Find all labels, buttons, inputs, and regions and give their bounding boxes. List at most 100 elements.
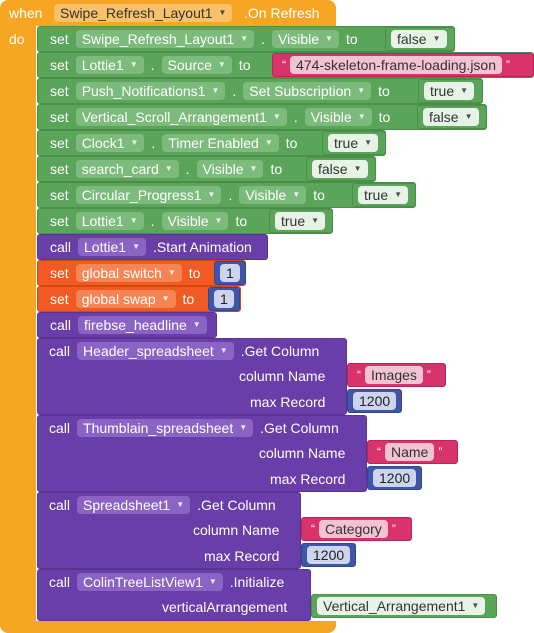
component-dropdown[interactable]: Push_Notifications1 ▼ bbox=[75, 82, 226, 100]
property-dropdown[interactable]: Visible ▼ bbox=[272, 30, 339, 48]
number-block[interactable]: 1200 bbox=[301, 543, 356, 567]
boolean-block[interactable]: false ▼ bbox=[417, 105, 487, 129]
to-keyword: to bbox=[182, 291, 195, 307]
boolean-dropdown[interactable]: true ▼ bbox=[424, 82, 475, 100]
number-value[interactable]: 1200 bbox=[373, 469, 417, 487]
property-dropdown[interactable]: Visible ▼ bbox=[196, 160, 264, 178]
text-value[interactable]: 474-skeleton-frame-loading.json bbox=[290, 56, 502, 74]
text-block[interactable]: “ Name” bbox=[367, 440, 458, 464]
text-block[interactable]: “ Images” bbox=[347, 363, 446, 387]
boolean-dropdown[interactable]: true ▼ bbox=[358, 186, 409, 204]
component-dropdown[interactable]: Vertical_Arrangement1 ▼ bbox=[317, 597, 486, 615]
number-block[interactable]: 1 bbox=[208, 287, 240, 311]
chevron-down-icon: ▼ bbox=[214, 216, 223, 225]
property-dropdown[interactable]: Timer Enabled ▼ bbox=[162, 134, 279, 152]
number-value[interactable]: 1200 bbox=[307, 546, 351, 564]
boolean-dropdown[interactable]: true ▼ bbox=[275, 212, 326, 230]
boolean-dropdown[interactable]: false ▼ bbox=[423, 108, 479, 126]
set-block[interactable]: set Vertical_Scroll_Arrangement1 ▼ . Visi… bbox=[37, 104, 487, 130]
boolean-block[interactable]: true ▼ bbox=[418, 79, 483, 103]
component-dropdown[interactable]: Clock1 ▼ bbox=[75, 134, 145, 152]
call-block[interactable]: call Lottie1 ▼ .Start Animation bbox=[37, 234, 268, 260]
chevron-down-icon: ▼ bbox=[218, 8, 227, 17]
variable-dropdown[interactable]: global switch ▼ bbox=[75, 264, 182, 282]
param-label: max Record bbox=[204, 548, 280, 564]
chevron-down-icon: ▼ bbox=[129, 216, 138, 225]
component-block[interactable]: Vertical_Arrangement1 ▼ bbox=[311, 594, 497, 618]
text-value[interactable]: Category bbox=[319, 520, 388, 538]
component-dropdown[interactable]: Vertical_Scroll_Arrangement1 ▼ bbox=[75, 108, 287, 126]
chevron-down-icon: ▼ bbox=[167, 268, 176, 277]
set-keyword: set bbox=[50, 161, 69, 177]
text-block[interactable]: “ Category” bbox=[301, 517, 412, 541]
number-value[interactable]: 1 bbox=[220, 264, 240, 282]
property-dropdown[interactable]: Source ▼ bbox=[161, 56, 232, 74]
text-block[interactable]: “ 474-skeleton-frame-loading.json ” bbox=[272, 53, 534, 77]
component-dropdown[interactable]: Thumblain_spreadsheet ▼ bbox=[77, 419, 254, 437]
component-dropdown[interactable]: Circular_Progress1 ▼ bbox=[75, 186, 222, 204]
boolean-dropdown[interactable]: false ▼ bbox=[391, 30, 447, 48]
call-header: call ColinTreeListView1 ▼ .Initialize bbox=[37, 569, 311, 595]
set-block[interactable]: set Push_Notifications1 ▼ . Set Subscript… bbox=[37, 78, 483, 104]
set-keyword: set bbox=[50, 83, 69, 99]
component-dropdown[interactable]: ColinTreeListView1 ▼ bbox=[77, 573, 223, 591]
boolean-block[interactable]: false ▼ bbox=[306, 157, 376, 181]
property-dropdown[interactable]: Visible ▼ bbox=[239, 186, 307, 204]
event-component-dropdown[interactable]: Swipe_Refresh_Layout1 ▼ bbox=[54, 4, 233, 22]
chevron-down-icon: ▼ bbox=[164, 164, 173, 173]
chevron-down-icon: ▼ bbox=[208, 577, 217, 586]
close-quote-icon: ” bbox=[391, 522, 396, 536]
component-dropdown[interactable]: Lottie1 ▼ bbox=[75, 56, 144, 74]
to-keyword: to bbox=[238, 57, 251, 73]
set-keyword: set bbox=[50, 265, 69, 281]
component-dropdown[interactable]: search_card ▼ bbox=[75, 160, 179, 178]
boolean-block[interactable]: false ▼ bbox=[385, 27, 455, 51]
boolean-block[interactable]: true ▼ bbox=[322, 131, 386, 155]
to-keyword: to bbox=[313, 187, 325, 203]
property-dropdown[interactable]: Set Subscription ▼ bbox=[243, 82, 372, 100]
number-value[interactable]: 1 bbox=[214, 290, 234, 308]
procedure-dropdown[interactable]: firebse_headline ▼ bbox=[78, 316, 207, 334]
set-keyword: set bbox=[50, 57, 69, 73]
component-dropdown[interactable]: Spreadsheet1 ▼ bbox=[77, 496, 191, 514]
to-keyword: to bbox=[378, 109, 391, 125]
number-block[interactable]: 1 bbox=[214, 261, 246, 285]
set-keyword: set bbox=[50, 135, 69, 151]
property-dropdown[interactable]: Visible ▼ bbox=[161, 212, 229, 230]
boolean-block[interactable]: true ▼ bbox=[352, 183, 416, 207]
chevron-down-icon: ▼ bbox=[249, 164, 258, 173]
set-block[interactable]: set search_card ▼ . Visible ▼ to bbox=[37, 156, 376, 182]
boolean-dropdown[interactable]: false ▼ bbox=[312, 160, 368, 178]
text-value[interactable]: Name bbox=[385, 443, 435, 461]
chevron-down-icon: ▼ bbox=[239, 423, 248, 432]
component-dropdown[interactable]: Lottie1 ▼ bbox=[78, 238, 146, 256]
open-quote-icon: “ bbox=[357, 368, 361, 382]
number-block[interactable]: 1200 bbox=[367, 466, 422, 490]
method-name: .Initialize bbox=[229, 574, 285, 590]
param-label: max Record bbox=[270, 471, 346, 487]
set-variable-block[interactable]: set global switch ▼ to bbox=[37, 260, 246, 286]
chevron-down-icon: ▼ bbox=[272, 112, 281, 121]
call-header: call Thumblain_spreadsheet ▼ .Get Column bbox=[37, 415, 367, 441]
number-block[interactable]: 1200 bbox=[347, 389, 402, 413]
boolean-block[interactable]: true ▼ bbox=[269, 209, 333, 233]
chevron-down-icon: ▼ bbox=[192, 320, 201, 329]
call-keyword: call bbox=[49, 343, 71, 359]
method-name: .Get Column bbox=[240, 343, 320, 359]
boolean-dropdown[interactable]: true ▼ bbox=[328, 134, 379, 152]
open-quote-icon: “ bbox=[377, 445, 381, 459]
text-value[interactable]: Images bbox=[365, 366, 423, 384]
chevron-down-icon: ▼ bbox=[176, 500, 185, 509]
set-keyword: set bbox=[50, 109, 69, 125]
chevron-down-icon: ▼ bbox=[394, 190, 403, 199]
variable-dropdown[interactable]: global swap ▼ bbox=[75, 290, 176, 308]
component-dropdown[interactable]: Header_spreadsheet ▼ bbox=[77, 342, 234, 360]
number-value[interactable]: 1200 bbox=[353, 392, 397, 410]
set-variable-block[interactable]: set global swap ▼ to bbox=[37, 286, 241, 312]
component-dropdown[interactable]: Lottie1 ▼ bbox=[75, 212, 144, 230]
property-dropdown[interactable]: Visible ▼ bbox=[304, 108, 372, 126]
call-procedure-block[interactable]: call firebse_headline ▼ bbox=[37, 312, 217, 338]
component-dropdown[interactable]: Swipe_Refresh_Layout1 ▼ bbox=[75, 30, 255, 48]
chevron-down-icon: ▼ bbox=[129, 60, 138, 69]
chevron-down-icon: ▼ bbox=[240, 34, 249, 43]
